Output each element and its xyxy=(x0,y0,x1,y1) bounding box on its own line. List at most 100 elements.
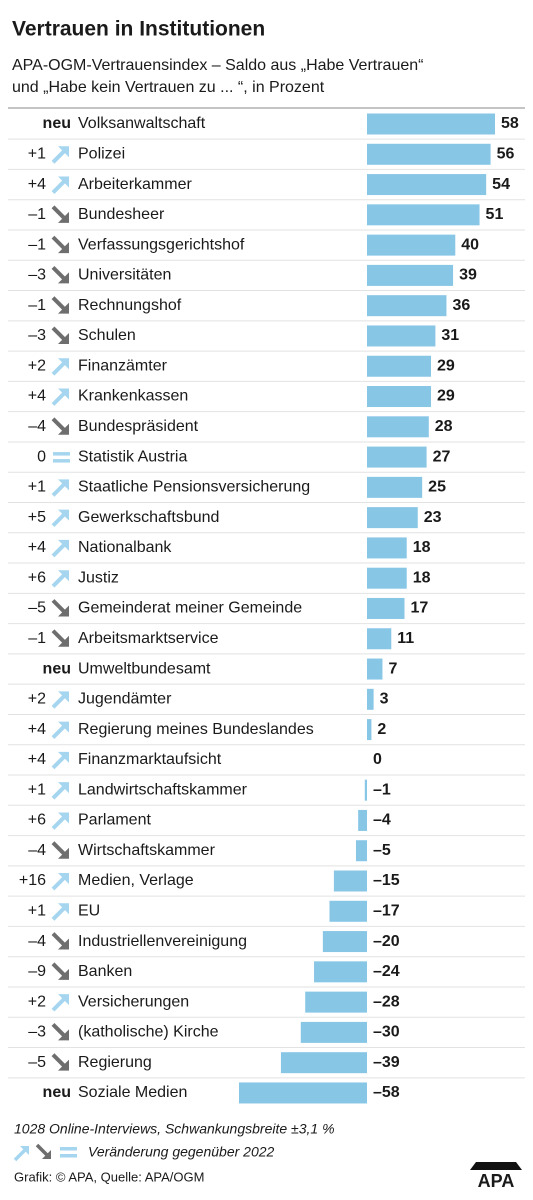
legend-down-arrow-head xyxy=(42,1150,51,1159)
down-arrow-head xyxy=(58,272,69,284)
down-arrow xyxy=(51,962,67,978)
down-arrow xyxy=(51,296,67,312)
subtitle: und „Habe kein Vertrauen zu ... “, in Pr… xyxy=(12,79,325,96)
value-label: 18 xyxy=(413,569,431,586)
rank-change: –1 xyxy=(28,236,46,253)
down-arrow xyxy=(51,326,67,342)
rank-change: neu xyxy=(43,115,71,132)
rank-change: +6 xyxy=(28,569,46,586)
rank-change: +4 xyxy=(28,176,46,193)
up-arrow-head xyxy=(58,570,69,582)
bar xyxy=(367,174,487,196)
up-arrow-head xyxy=(58,388,69,400)
up-arrow xyxy=(51,875,67,891)
up-arrow-head xyxy=(58,873,69,884)
category-label: Finanzämter xyxy=(78,357,168,374)
bar xyxy=(280,1052,367,1074)
up-arrow xyxy=(51,693,67,709)
category-label: Volksanwaltschaft xyxy=(78,115,206,132)
value-label: 7 xyxy=(388,660,397,677)
up-arrow-head xyxy=(58,509,69,521)
value-label: –20 xyxy=(373,933,400,950)
category-label: Arbeiterkammer xyxy=(78,176,192,193)
legend-label: Veränderung gegenüber 2022 xyxy=(88,1144,275,1160)
category-label: (katholische) Kirche xyxy=(78,1024,219,1041)
category-label: Rechnungshof xyxy=(78,297,182,314)
value-label: 36 xyxy=(452,297,470,314)
value-label: 29 xyxy=(437,357,455,374)
note: 1028 Online-Interviews, Schwankungsbreit… xyxy=(14,1121,335,1137)
category-label: Arbeitsmarktservice xyxy=(78,630,219,647)
rank-change: +2 xyxy=(28,993,46,1010)
bar xyxy=(367,325,436,347)
down-arrow xyxy=(51,841,67,857)
category-label: Krankenkassen xyxy=(78,388,188,405)
value-label: 23 xyxy=(424,509,442,526)
down-arrow-head xyxy=(58,968,69,980)
value-label: 2 xyxy=(377,721,386,738)
bar xyxy=(367,355,431,377)
rank-change: –9 xyxy=(28,963,46,980)
up-arrow xyxy=(51,512,67,528)
rank-change: +2 xyxy=(28,691,46,708)
up-arrow-head xyxy=(58,691,69,703)
down-arrow xyxy=(51,205,67,221)
logo-roof xyxy=(470,1162,522,1170)
category-label: Bundespräsident xyxy=(78,418,199,435)
category-label: Jugendämter xyxy=(78,691,172,708)
up-arrow xyxy=(51,148,67,164)
bar xyxy=(329,900,367,922)
rank-change: –1 xyxy=(28,630,46,647)
rank-change: +4 xyxy=(28,388,46,405)
rank-change: –4 xyxy=(28,842,46,859)
down-arrow xyxy=(51,1022,67,1038)
category-label: EU xyxy=(78,902,100,919)
value-label: –5 xyxy=(373,842,391,859)
category-label: Staatliche Pensionsversicherung xyxy=(78,479,310,496)
down-arrow-head xyxy=(58,242,69,254)
bar xyxy=(367,597,405,619)
legend-down-arrow xyxy=(35,1143,50,1158)
rank-change: –1 xyxy=(28,297,46,314)
logo: APA xyxy=(478,1171,515,1191)
up-arrow xyxy=(51,815,67,830)
rank-change: neu xyxy=(43,1084,71,1101)
value-label: 0 xyxy=(373,751,382,768)
category-label: Finanzmarktaufsicht xyxy=(78,751,222,768)
up-arrow xyxy=(51,481,67,497)
bar xyxy=(314,961,367,983)
up-arrow-head xyxy=(58,146,69,158)
rank-change: +1 xyxy=(28,479,46,496)
value-label: 56 xyxy=(497,145,515,162)
value-label: 25 xyxy=(428,479,446,496)
down-arrow-head xyxy=(58,211,69,223)
legend-equal xyxy=(60,1147,77,1151)
bar xyxy=(305,991,367,1013)
value-label: 31 xyxy=(441,327,459,344)
down-arrow-head xyxy=(58,847,69,859)
category-label: Bundesheer xyxy=(78,206,165,223)
legend-icons xyxy=(13,1143,77,1162)
bar xyxy=(300,1021,367,1043)
category-label: Gemeinderat meiner Gemeinde xyxy=(78,600,302,617)
up-arrow xyxy=(51,905,67,921)
value-label: –58 xyxy=(373,1084,400,1101)
rank-change: +1 xyxy=(28,781,46,798)
up-arrow-head xyxy=(58,782,69,794)
bar xyxy=(367,476,423,498)
bar xyxy=(367,719,372,741)
up-arrow xyxy=(51,179,67,194)
up-arrow-head xyxy=(58,721,69,733)
value-label: –39 xyxy=(373,1054,400,1071)
up-arrow xyxy=(51,784,67,800)
value-label: 17 xyxy=(411,600,429,617)
category-label: Statistik Austria xyxy=(78,448,187,465)
bar xyxy=(367,567,407,589)
down-arrow-head xyxy=(58,635,69,647)
rank-change: +2 xyxy=(28,357,46,374)
up-arrow-head xyxy=(58,903,69,915)
category-label: Versicherungen xyxy=(78,993,189,1010)
value-label: –4 xyxy=(373,812,391,829)
category-label: Polizei xyxy=(78,145,125,162)
